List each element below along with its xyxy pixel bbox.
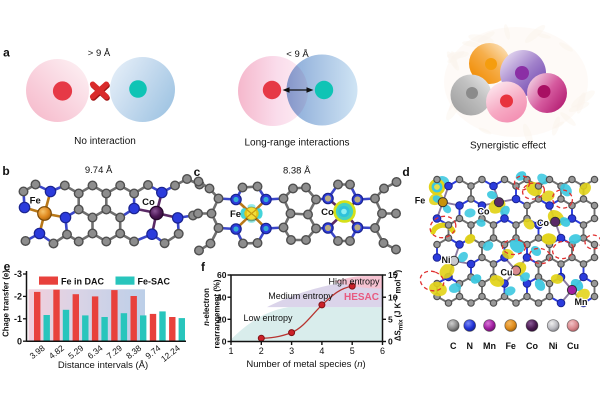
svg-text:Synergistic effect: Synergistic effect — [470, 141, 546, 152]
svg-text:4: 4 — [319, 346, 324, 356]
svg-text:20: 20 — [217, 315, 227, 325]
svg-text:Number of metal species (n): Number of metal species (n) — [246, 359, 365, 370]
svg-text:rearrangement (%): rearrangement (%) — [213, 279, 222, 348]
svg-text:< 9 Å: < 9 Å — [286, 49, 309, 60]
svg-text:Fe in DAC: Fe in DAC — [61, 276, 105, 286]
svg-text:5: 5 — [350, 346, 355, 356]
svg-text:Chage transfer (e): Chage transfer (e) — [2, 270, 11, 337]
svg-text:Ni: Ni — [442, 255, 451, 265]
svg-text:Cu: Cu — [567, 341, 579, 351]
svg-text:d: d — [402, 165, 409, 179]
svg-text:e: e — [4, 260, 11, 274]
svg-text:10: 10 — [388, 292, 398, 302]
svg-text:High entropy: High entropy — [328, 277, 380, 287]
svg-text:b: b — [2, 164, 9, 178]
svg-text:Mn: Mn — [575, 297, 588, 307]
svg-text:Co: Co — [321, 207, 334, 218]
svg-text:-1: -1 — [14, 314, 22, 324]
svg-text:N: N — [466, 341, 473, 351]
svg-text:8.38 Å: 8.38 Å — [283, 166, 311, 177]
svg-text:f: f — [201, 260, 206, 274]
svg-text:Fe: Fe — [505, 341, 516, 351]
svg-text:15: 15 — [388, 270, 398, 280]
svg-text:5: 5 — [388, 315, 393, 325]
svg-text:-3: -3 — [14, 269, 22, 279]
svg-text:Co: Co — [478, 207, 490, 217]
svg-text:Co: Co — [526, 341, 538, 351]
svg-text:Distance intervals (Å): Distance intervals (Å) — [58, 360, 148, 371]
svg-text:Fe: Fe — [415, 196, 426, 206]
svg-text:-2: -2 — [14, 292, 22, 302]
svg-text:> 9 Å: > 9 Å — [88, 48, 111, 59]
svg-text:n-electron: n-electron — [202, 288, 211, 326]
svg-text:Ni: Ni — [549, 341, 558, 351]
svg-text:2: 2 — [259, 346, 264, 356]
svg-text:60: 60 — [217, 270, 227, 280]
svg-text:0: 0 — [17, 336, 22, 346]
svg-text:Mn: Mn — [483, 341, 496, 351]
svg-text:40: 40 — [217, 292, 227, 302]
svg-text:No interaction: No interaction — [74, 136, 136, 147]
svg-text:Fe: Fe — [230, 209, 241, 220]
svg-text:Fe-SAC: Fe-SAC — [138, 276, 171, 286]
svg-text:c: c — [194, 165, 201, 179]
svg-text:C: C — [450, 341, 457, 351]
svg-text:a: a — [3, 46, 10, 60]
svg-text:Medium entropy: Medium entropy — [268, 291, 333, 301]
svg-text:Low entropy: Low entropy — [243, 313, 293, 323]
svg-text:HESAC: HESAC — [344, 292, 379, 303]
svg-text:Long-range interactions: Long-range interactions — [244, 138, 349, 149]
svg-text:3: 3 — [289, 346, 294, 356]
svg-text:6: 6 — [380, 346, 385, 356]
svg-text:Co: Co — [142, 197, 155, 208]
svg-text:1: 1 — [228, 346, 233, 356]
svg-text:0: 0 — [222, 337, 227, 347]
svg-text:9.74 Å: 9.74 Å — [85, 165, 113, 176]
svg-text:Co: Co — [537, 218, 549, 228]
svg-text:Fe: Fe — [30, 196, 41, 207]
svg-text:Cu: Cu — [501, 268, 513, 278]
svg-text:0: 0 — [388, 337, 393, 347]
